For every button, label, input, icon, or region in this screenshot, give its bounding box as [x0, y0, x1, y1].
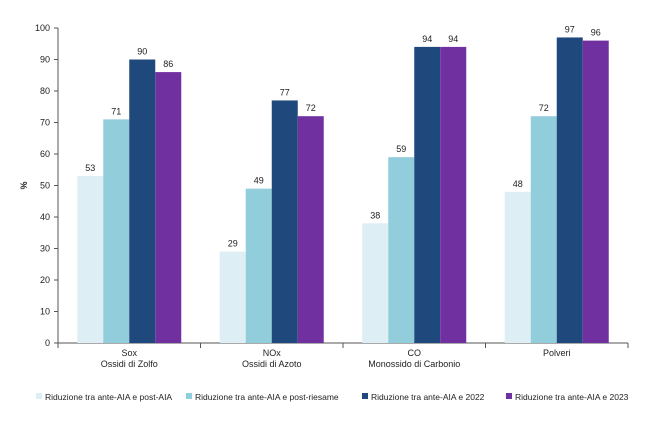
legend-label: Riduzione tra ante-AIA e 2023 [515, 392, 629, 402]
data-label: 96 [591, 28, 601, 38]
y-tick-label: 0 [45, 338, 50, 348]
data-label: 86 [163, 59, 173, 69]
data-label: 71 [111, 106, 121, 116]
legend-swatch [36, 393, 42, 399]
data-label: 72 [539, 103, 549, 113]
data-label: 59 [396, 144, 406, 154]
category-label: Monossido di Carbonio [368, 359, 460, 369]
legend-label: Riduzione tra ante-AIA e 2022 [371, 392, 485, 402]
bar [297, 116, 324, 343]
data-label: 38 [370, 210, 380, 220]
category-label: NOx [263, 348, 282, 358]
data-label: 53 [85, 163, 95, 173]
y-tick-label: 60 [40, 149, 50, 159]
category-label: Ossidi di Azoto [242, 359, 302, 369]
data-label: 29 [228, 239, 238, 249]
bar [530, 116, 557, 343]
bar [582, 40, 609, 343]
bar [414, 46, 441, 344]
y-tick-label: 40 [40, 212, 50, 222]
bar [388, 157, 415, 343]
bar [77, 176, 104, 343]
data-label: 97 [565, 24, 575, 34]
y-tick-label: 100 [35, 23, 50, 33]
bar [504, 191, 531, 343]
bar [440, 46, 467, 344]
bar [103, 119, 130, 343]
data-label: 94 [448, 34, 458, 44]
bar [129, 59, 156, 343]
category-label: Ossidi di Zolfo [101, 359, 158, 369]
category-label: Sox [121, 348, 137, 358]
bar [271, 100, 298, 343]
bar [556, 37, 583, 343]
y-tick-label: 50 [40, 181, 50, 191]
bar [362, 223, 389, 343]
y-axis-title: % [19, 181, 29, 189]
data-label: 77 [280, 87, 290, 97]
data-label: 90 [137, 47, 147, 57]
y-tick-label: 10 [40, 307, 50, 317]
y-tick-label: 70 [40, 118, 50, 128]
category-label: Polveri [543, 348, 571, 358]
bar [245, 188, 272, 343]
data-label: 94 [422, 34, 432, 44]
data-label: 48 [513, 179, 523, 189]
y-tick-label: 20 [40, 275, 50, 285]
legend-swatch [186, 393, 192, 399]
legend-swatch [506, 393, 512, 399]
data-label: 49 [254, 176, 264, 186]
data-label: 72 [306, 103, 316, 113]
bar [155, 72, 182, 343]
y-tick-label: 80 [40, 86, 50, 96]
category-label: CO [408, 348, 422, 358]
legend-label: Riduzione tra ante-AIA e post-AIA [45, 392, 172, 402]
y-tick-label: 30 [40, 244, 50, 254]
y-tick-label: 90 [40, 55, 50, 65]
legend-label: Riduzione tra ante-AIA e post-riesame [195, 392, 339, 402]
legend-swatch [362, 393, 368, 399]
bar [219, 251, 246, 343]
